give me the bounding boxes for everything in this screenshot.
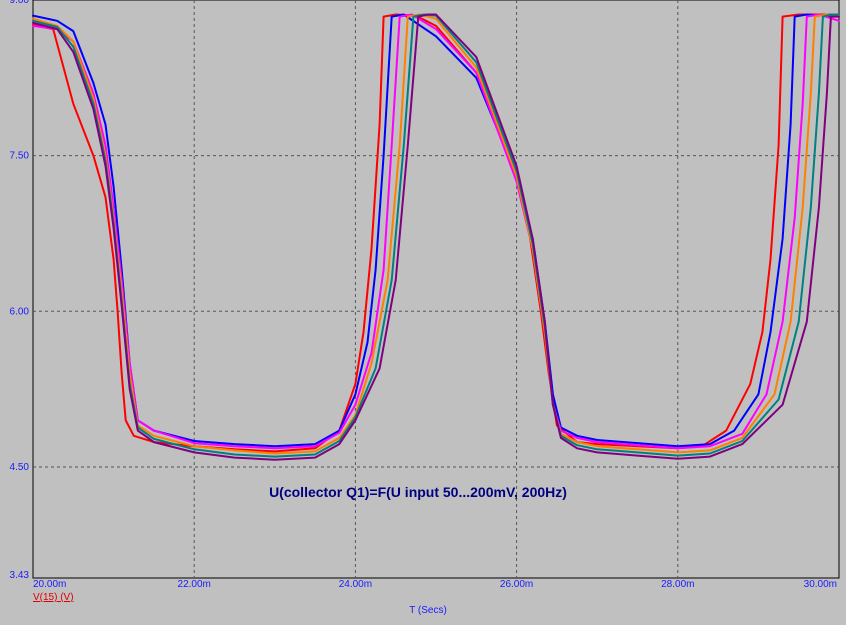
y-tick-label: 7.50 xyxy=(10,151,30,162)
x-tick-label: 30.00m xyxy=(804,579,837,590)
grid xyxy=(33,0,839,578)
y-tick-label: 4.50 xyxy=(10,462,30,473)
y-tick-label: 6.00 xyxy=(10,306,30,317)
x-tick-label: 24.00m xyxy=(339,579,372,590)
x-tick-label: 28.00m xyxy=(661,579,694,590)
x-axis-label: T (Secs) xyxy=(409,605,447,616)
chart-annotation: U(collector Q1)=F(U input 50...200mV, 20… xyxy=(269,484,567,500)
x-tick-label: 20.00m xyxy=(33,579,66,590)
x-tick-label: 22.00m xyxy=(178,579,211,590)
tick-labels: 20.00m 22.00m 24.00m 26.00m 28.00m 30.00m 9.00… xyxy=(10,0,837,590)
series-group xyxy=(32,13,840,461)
y-tick-label: 3.43 xyxy=(10,570,30,581)
x-tick-label: 26.00m xyxy=(500,579,533,590)
series-line-6 xyxy=(32,13,840,461)
series-line-1 xyxy=(32,13,840,453)
probe-label[interactable]: V(15) (V) xyxy=(33,592,74,603)
y-tick-label: 9.00 xyxy=(10,0,30,6)
plot-area xyxy=(32,0,840,579)
